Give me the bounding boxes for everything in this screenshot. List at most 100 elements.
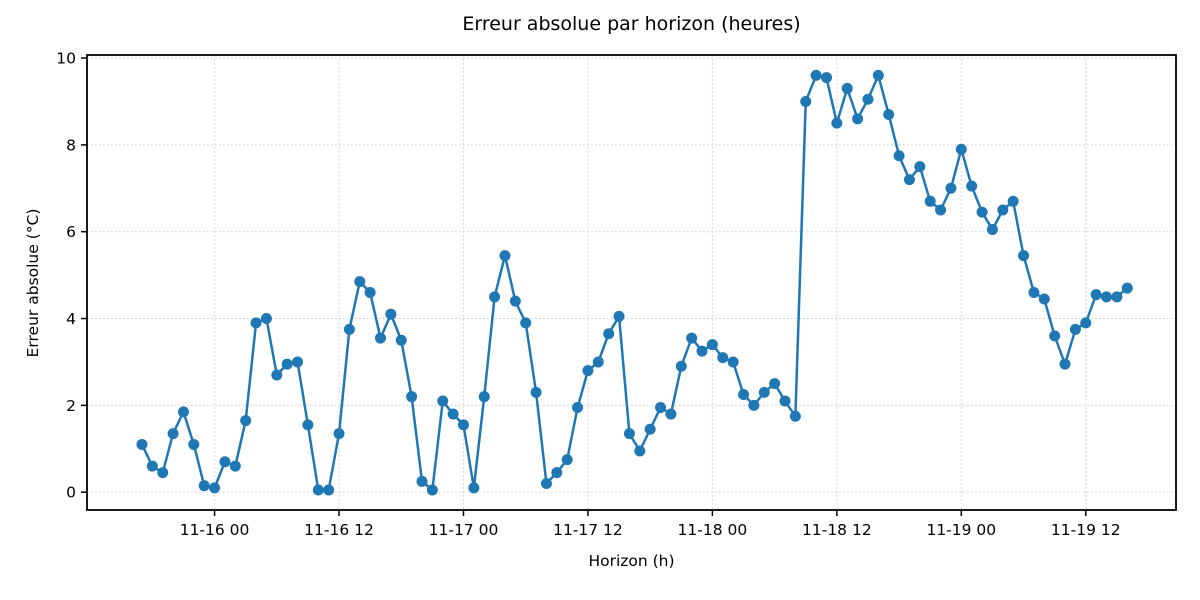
y-tick-label: 6 [66,223,76,241]
data-point [1111,291,1123,303]
data-point [1121,282,1133,294]
data-line [140,74,1129,492]
data-point [468,482,480,494]
data-point [457,419,469,431]
data-point [769,378,781,390]
data-point [613,310,625,322]
data-point [1080,317,1092,329]
y-tick-label: 8 [66,136,76,154]
data-point [312,484,324,496]
data-point [665,408,677,420]
data-point [198,480,210,492]
data-point [540,478,552,490]
data-point [323,484,335,496]
data-point [903,174,915,186]
data-point [1101,291,1113,303]
data-point [260,313,272,325]
data-point [862,93,874,105]
data-point [852,113,864,125]
data-point [727,356,739,368]
data-point [717,352,729,364]
plot-spines [86,54,1177,511]
data-point [1090,289,1102,301]
x-tick-label: 11-18 12 [802,521,872,539]
data-point [302,419,314,431]
data-point [1049,330,1061,342]
y-tick-label: 0 [66,484,76,502]
data-point [820,72,832,84]
data-point [779,395,791,407]
data-point [976,206,988,218]
data-point [157,467,169,479]
data-point [146,460,158,472]
data-point [623,428,635,440]
data-point [437,395,449,407]
x-tick-label: 11-16 00 [180,521,250,539]
data-point [935,204,947,216]
x-tick-label: 11-19 00 [926,521,996,539]
data-point [209,482,221,494]
data-point [551,467,563,479]
data-point [271,369,283,381]
data-point [395,334,407,346]
x-tick-label: 11-17 12 [553,521,623,539]
data-point [644,423,656,435]
data-point [758,386,770,398]
data-point [655,402,667,414]
data-point [167,428,179,440]
data-point [800,95,812,107]
data-point [177,406,189,418]
data-point [250,317,262,329]
data-point [738,389,750,401]
data-point [572,402,584,414]
data-point [592,356,604,368]
y-tick-label: 4 [66,310,76,328]
data-point [354,276,366,288]
data-point [1028,286,1040,298]
data-point [686,332,698,344]
data-point [706,339,718,351]
data-point [530,386,542,398]
data-point [426,484,438,496]
x-tick-label: 11-16 12 [304,521,374,539]
data-point [385,308,397,320]
data-point [582,365,594,377]
data-point [489,291,501,303]
data-point [1038,293,1050,305]
data-point [240,415,252,427]
data-point [447,408,459,420]
y-tick-label: 2 [66,397,76,415]
data-point [810,69,822,81]
data-point [966,180,978,192]
y-axis-label: Erreur absolue (°C) [24,208,42,358]
data-point [499,250,511,262]
data-point [986,224,998,236]
data-point [561,454,573,466]
data-point [333,428,345,440]
data-point [478,391,490,403]
data-point [893,150,905,162]
x-tick-label: 11-18 00 [678,521,748,539]
x-tick-label: 11-17 00 [429,521,499,539]
data-point [406,391,418,403]
data-point [281,358,293,370]
data-point [416,475,428,487]
data-point [343,323,355,335]
x-tick-label: 11-19 12 [1051,521,1121,539]
data-point [696,345,708,357]
data-point [520,317,532,329]
data-point [364,286,376,298]
data-point [945,182,957,194]
data-point [188,438,200,450]
data-point [1018,250,1030,262]
chart-title: Erreur absolue par horizon (heures) [462,13,801,35]
data-point [924,195,936,207]
data-point [603,328,615,340]
data-point [1007,195,1019,207]
data-point [831,117,843,129]
data-point [136,438,148,450]
data-point [914,161,926,173]
y-tick-label: 10 [56,50,76,68]
